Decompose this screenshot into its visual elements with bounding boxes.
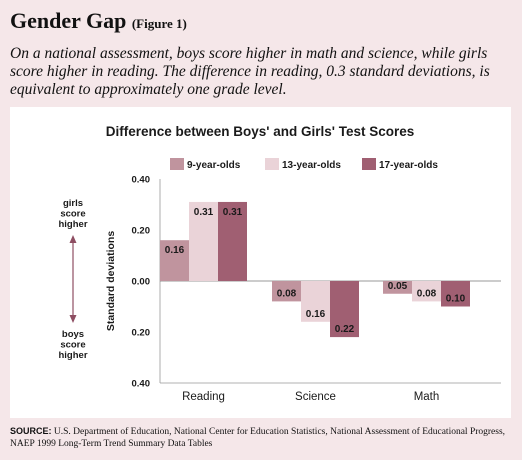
bar — [383, 281, 412, 294]
bar-value-label: 0.16 — [165, 245, 185, 256]
bar-value-label: 0.16 — [306, 309, 326, 320]
legend-label: 13-year-olds — [282, 160, 341, 171]
boys-higher-annotation: boys — [62, 329, 84, 340]
y-tick-label: 0.20 — [132, 328, 151, 339]
source-note: SOURCE: U.S. Department of Education, Na… — [10, 425, 512, 450]
bar-value-label: 0.08 — [277, 288, 297, 299]
arrow-down-icon — [69, 315, 77, 323]
chart-title: Difference between Boys' and Girls' Test… — [106, 124, 415, 139]
bar — [441, 281, 470, 307]
figure-description: On a national assessment, boys score hig… — [10, 45, 490, 98]
bar — [189, 201, 218, 281]
girls-higher-annotation: girls — [63, 198, 83, 209]
legend-swatch — [362, 158, 376, 170]
source-text: U.S. Department of Education, National C… — [10, 427, 506, 449]
bar — [330, 281, 359, 338]
legend-label: 9-year-olds — [187, 160, 241, 171]
girls-higher-annotation: score — [60, 209, 85, 220]
figure-header: Gender Gap (Figure 1) On a national asse… — [10, 8, 512, 99]
bar-value-label: 0.22 — [335, 324, 355, 335]
y-axis-title: Standard deviations — [105, 231, 117, 332]
boys-higher-annotation: higher — [58, 350, 87, 361]
bar-value-label: 0.31 — [223, 207, 243, 218]
bar — [412, 281, 441, 302]
y-tick-label: 0.00 — [132, 277, 151, 288]
chart-panel: Difference between Boys' and Girls' Test… — [10, 107, 511, 418]
y-tick-label: 0.20 — [132, 226, 151, 237]
source-label: SOURCE: — [10, 426, 52, 436]
bar-value-label: 0.05 — [388, 281, 408, 292]
bar-value-label: 0.31 — [194, 207, 214, 218]
x-tick-label: Reading — [182, 391, 225, 403]
boys-higher-annotation: score — [60, 340, 85, 351]
bar — [218, 201, 247, 281]
bar-value-label: 0.08 — [417, 288, 437, 299]
bar — [272, 281, 301, 302]
y-tick-label: 0.40 — [132, 379, 151, 390]
bar — [160, 240, 189, 281]
legend-label: 17-year-olds — [379, 160, 438, 171]
x-tick-label: Science — [295, 391, 336, 403]
bar-value-label: 0.10 — [446, 294, 466, 305]
bar — [301, 281, 330, 322]
y-tick-label: 0.40 — [132, 175, 151, 186]
figure-label: (Figure 1) — [131, 16, 187, 31]
figure-title: Gender Gap (Figure 1) — [10, 8, 512, 37]
girls-higher-annotation: higher — [58, 219, 87, 230]
legend-swatch — [170, 158, 184, 170]
title-text: Gender Gap — [10, 8, 127, 33]
x-tick-label: Math — [414, 391, 440, 403]
arrow-up-icon — [69, 235, 77, 243]
legend-swatch — [265, 158, 279, 170]
bar-chart: Difference between Boys' and Girls' Test… — [58, 124, 501, 403]
